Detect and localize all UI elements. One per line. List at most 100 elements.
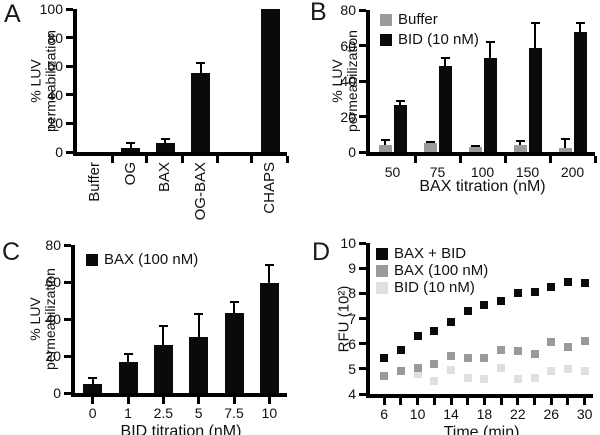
y-tick-label: 7 [348,310,356,327]
legend-label: BID (10 nM) [398,31,479,48]
panel-d: D 4 5 6 7 8 9 10 RFU (10²) Time (min) 6 10 14 18 22 26… [300,235,600,435]
x-tick-label: 6 [380,406,389,422]
bar-1 [118,361,138,393]
y-axis [366,243,370,398]
x-tick [466,398,470,405]
data-point [380,372,389,381]
error-bar-cap [158,324,168,327]
x-tick [549,398,553,405]
y-axis-label-line-2: permeabilization [42,29,58,132]
y-tick [66,64,73,68]
x-tick-label: OG [121,162,139,186]
data-point [497,363,506,372]
x-tick [145,156,149,163]
x-axis-title: BAX titration (nM) [419,178,546,195]
data-point [396,345,405,354]
legend: BAX + BID BAX (100 nM) BID (10 nM) [376,245,488,296]
y-tick-label: 4 [348,386,356,402]
error-bar-cap [470,145,480,148]
y-axis-label-line-1: % LUV [27,58,43,103]
x-tick [516,398,520,405]
panel-c-chart: 0 20 40 60 80% LUV permeabilization BID titrat… [0,237,300,435]
legend: BAX (100 nM) [86,250,198,270]
error-bar-stem [534,22,536,49]
legend-label: BAX (100 nM) [104,251,199,268]
data-point [447,366,455,375]
x-tick-label: OG-BAX [191,162,209,221]
y-tick [359,79,366,83]
x-tick [503,156,507,163]
error-bar-cap [515,140,525,143]
x-tick [413,156,417,163]
y-tick-label: 60 [340,37,356,54]
y-tick-label: 6 [348,335,356,352]
x-tick-label: 150 [515,164,540,180]
legend-swatch [376,264,388,277]
y-tick [359,44,366,47]
error-bar-cap [575,22,585,25]
data-point [380,353,389,362]
data-point [447,318,455,327]
data-point [530,373,539,382]
panel-b: B 0 20 40 60 80% LUV permeabilization BAX titr… [300,0,600,200]
error-bar-cap [440,57,450,60]
error-bar-cap [264,264,274,267]
x-tick [91,397,95,404]
y-tick [359,342,366,346]
legend-label: BAX (100 nM) [394,261,489,279]
error-bar-cap [485,41,495,44]
y-tick-label: 20 [340,108,356,125]
y-tick-label: 8 [348,285,356,302]
x-tick-label: 0 [88,405,97,421]
error-bar-stem [444,57,446,66]
data-point [497,296,506,305]
data-point [513,289,522,298]
x-tick-label: 2.5 [153,405,174,421]
legend-swatch [86,254,98,266]
y-tick [359,241,366,245]
legend-item: BAX (100 nM) [86,250,198,270]
y-tick [359,392,366,396]
y-axis-label-line-1: % LUV [329,59,345,103]
y-axis-label-line-1: % LUV [27,297,43,341]
error-bar-stem [197,312,200,337]
bar-10 [259,282,279,393]
y-tick [359,367,366,371]
data-point [413,363,422,372]
y-tick [64,317,71,321]
error-bar-cap [160,138,170,141]
y-tick [64,391,71,395]
y-axis [73,9,77,156]
x-tick-label: 1 [124,405,132,421]
y-tick [359,150,366,154]
data-point [463,306,472,315]
panel-b-chart: 0 20 40 60 80% LUV permeabilization BAX titrat… [300,0,600,200]
bar-OG [121,147,141,152]
x-tick [432,398,436,405]
y-tick [64,243,71,247]
data-point [530,288,539,297]
error-bar-cap [229,300,239,303]
panel-a: A 0 20 40 60 80 100% LUV permeabilization Buffe… [0,0,300,238]
x-tick [267,397,271,404]
x-tick-label: 200 [560,164,585,180]
bar-0 [83,383,103,393]
y-tick-label: 80 [47,29,63,46]
data-point [497,345,506,354]
y-tick-label: 100 [39,1,63,17]
x-tick [533,398,537,405]
panel-c-letter: C [2,238,21,266]
x-tick [449,398,453,405]
data-point [563,278,572,286]
x-tick [583,398,587,405]
x-axis [71,393,287,397]
y-tick [359,317,366,320]
data-point [580,279,589,288]
y-tick [359,266,366,270]
data-point [430,377,439,386]
y-tick [66,93,73,97]
x-tick-label: CHAPS [261,162,279,214]
x-tick [180,156,184,163]
x-axis-title: Time (min) [443,424,520,435]
data-point [547,283,556,292]
